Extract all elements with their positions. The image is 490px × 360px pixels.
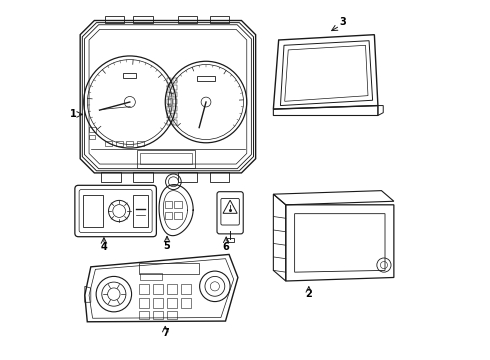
Bar — [133, 15, 153, 23]
Bar — [226, 238, 234, 242]
Bar — [153, 284, 163, 294]
Bar — [168, 99, 172, 104]
Bar — [173, 121, 177, 125]
Bar — [174, 212, 182, 219]
Bar — [173, 78, 177, 82]
Bar — [141, 273, 162, 280]
Bar — [139, 298, 148, 307]
Bar — [105, 15, 124, 23]
Bar — [168, 78, 172, 82]
Bar — [178, 15, 197, 23]
Bar — [168, 106, 172, 111]
Bar — [89, 127, 96, 132]
Bar — [101, 172, 121, 182]
Bar — [173, 92, 177, 97]
Bar — [181, 284, 191, 294]
Bar — [167, 298, 177, 307]
Text: 4: 4 — [100, 242, 107, 252]
Text: 3: 3 — [339, 17, 346, 27]
Bar — [173, 99, 177, 104]
Bar — [167, 284, 177, 294]
Bar — [173, 106, 177, 111]
Bar — [174, 201, 182, 208]
Bar — [123, 73, 136, 78]
Bar — [210, 172, 229, 182]
Text: 1: 1 — [70, 109, 77, 120]
Bar — [173, 85, 177, 90]
Text: 7: 7 — [162, 328, 169, 338]
Bar — [181, 298, 191, 307]
Bar — [141, 153, 192, 164]
Bar — [178, 172, 197, 182]
Bar — [210, 15, 229, 23]
Text: 2: 2 — [305, 289, 312, 299]
Bar — [137, 141, 144, 146]
Bar — [168, 113, 172, 118]
Bar — [165, 201, 172, 208]
Bar — [133, 172, 153, 182]
Bar — [83, 195, 103, 227]
Bar — [133, 195, 147, 227]
Text: 6: 6 — [223, 242, 230, 252]
Bar — [168, 92, 172, 97]
Bar — [153, 298, 163, 307]
Bar — [165, 212, 172, 219]
Bar — [116, 141, 122, 146]
Bar — [89, 135, 95, 139]
Bar — [153, 311, 163, 319]
Bar — [126, 141, 133, 146]
Bar — [168, 121, 172, 125]
Bar — [168, 85, 172, 90]
Bar — [139, 311, 148, 319]
Bar — [105, 141, 112, 146]
Text: 5: 5 — [164, 240, 171, 251]
Bar — [137, 150, 196, 168]
Bar — [197, 76, 215, 81]
Bar — [139, 284, 148, 294]
Bar — [173, 113, 177, 118]
Bar — [139, 263, 199, 274]
Bar — [167, 311, 177, 319]
